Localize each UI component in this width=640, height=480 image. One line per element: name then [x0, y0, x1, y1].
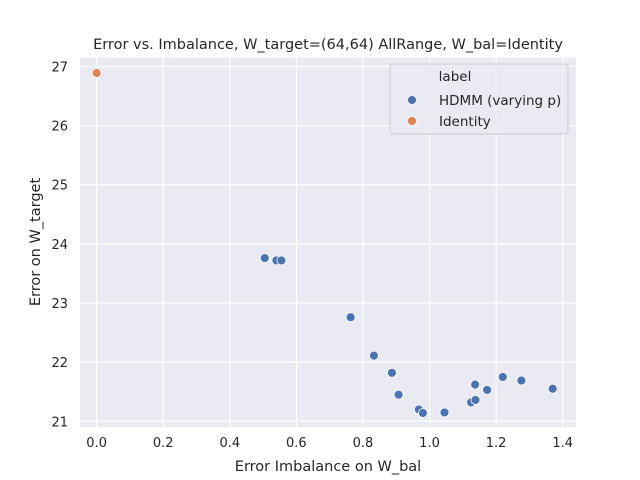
hdmm-point: [259, 253, 270, 263]
y-axis-label: Error on W_target: [28, 178, 44, 307]
hdmm-point: [547, 383, 558, 394]
x-axis-label: Error Imbalance on W_bal: [235, 459, 421, 475]
y-tick-label: 24: [51, 238, 68, 253]
legend-box: [389, 63, 569, 135]
identity-point: [91, 68, 102, 78]
x-tick-label: 0.6: [286, 436, 307, 451]
x-tick-label: 0.2: [153, 436, 174, 451]
hdmm-point: [470, 379, 481, 390]
y-tick-label: 21: [51, 415, 68, 430]
legend-marker-hdmm: [407, 95, 417, 105]
x-tick-label: 0.0: [86, 436, 107, 451]
x-tick-label: 1.4: [552, 436, 573, 451]
hdmm-point: [439, 407, 450, 418]
y-tick-label: 23: [51, 297, 68, 312]
x-tick-label: 0.4: [219, 436, 240, 451]
hdmm-point: [345, 312, 356, 323]
x-tick-label: 1.0: [419, 436, 440, 451]
y-tick-label: 27: [51, 60, 68, 75]
x-tick-label: 1.2: [486, 436, 507, 451]
hdmm-point: [482, 385, 493, 395]
legend-marker-identity: [407, 116, 417, 126]
hdmm-point: [470, 395, 481, 405]
y-tick-label: 26: [51, 120, 68, 135]
data-points: [91, 68, 558, 418]
y-tick-label: 25: [51, 179, 68, 194]
legend: label HDMM (varying p) Identity: [389, 63, 569, 135]
hdmm-point: [369, 350, 379, 361]
y-tick-labels: 21 22 23 24 25 26 27: [51, 60, 68, 430]
hdmm-point: [516, 375, 527, 386]
hdmm-point: [393, 389, 404, 400]
legend-title: label: [439, 69, 472, 85]
legend-label-hdmm: HDMM (varying p): [439, 93, 561, 109]
y-tick-label: 22: [51, 356, 68, 371]
hdmm-point: [497, 372, 508, 382]
hdmm-point: [276, 255, 287, 266]
x-tick-label: 0.8: [353, 436, 374, 451]
x-tick-labels: 0.0 0.2 0.4 0.6 0.8 1.0 1.2 1.4: [86, 436, 573, 451]
hdmm-point: [387, 367, 397, 378]
hdmm-point: [417, 408, 428, 418]
chart-title: Error vs. Imbalance, W_target=(64,64) Al…: [93, 37, 563, 53]
legend-label-identity: Identity: [439, 114, 491, 130]
